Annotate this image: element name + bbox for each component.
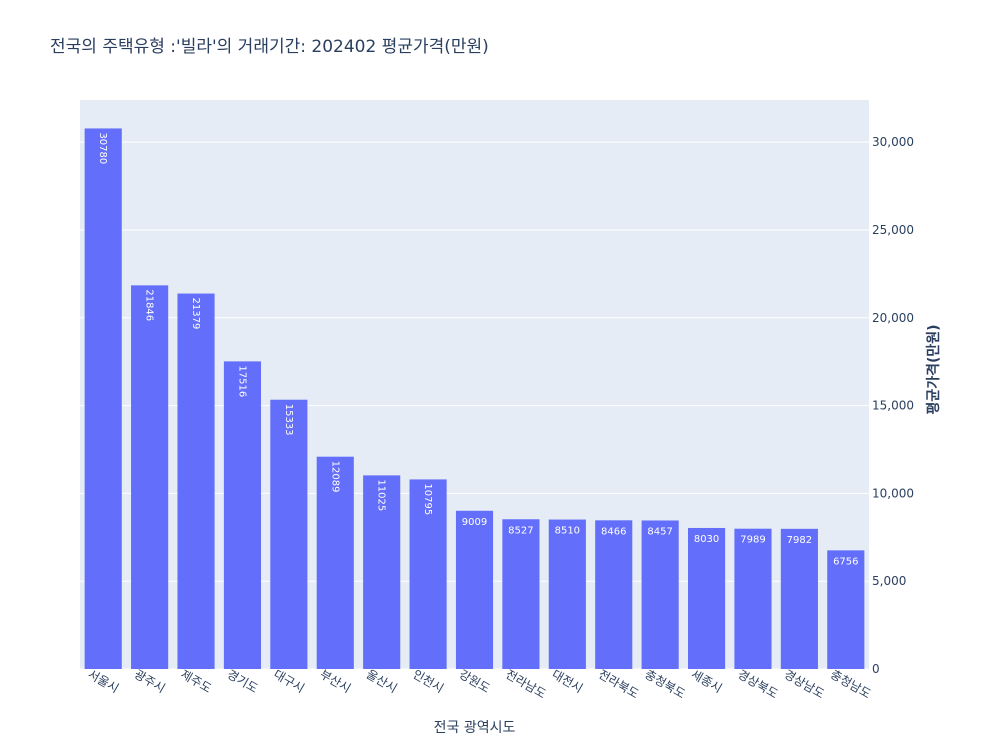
y-tick-label: 20,000 <box>872 311 914 325</box>
bar-value-label: 17516 <box>236 365 247 397</box>
x-tick-label: 경기도 <box>225 667 261 696</box>
x-tick-label: 서울시 <box>85 667 121 696</box>
bar <box>780 528 818 669</box>
x-tick-label: 제주도 <box>178 667 214 696</box>
bar <box>595 520 633 669</box>
x-tick-label: 세종시 <box>689 667 725 696</box>
bar <box>316 456 354 669</box>
y-tick-label: 10,000 <box>872 486 914 500</box>
x-tick-label: 울산시 <box>364 667 400 696</box>
bar-value-label: 12089 <box>329 461 340 493</box>
bar <box>131 285 169 669</box>
bar <box>455 510 494 669</box>
bar-value-label: 21379 <box>190 298 201 330</box>
bar-value-label: 6756 <box>833 556 858 567</box>
bar-value-label: 21846 <box>144 289 155 321</box>
bar <box>502 519 540 669</box>
chart-title: 전국의 주택유형 :'빌라'의 거래기간: 202402 평균가격(만원) <box>50 37 489 57</box>
x-tick-label: 부산시 <box>318 667 354 696</box>
bar-value-label: 9009 <box>462 517 487 528</box>
bar <box>270 399 308 669</box>
x-axis-ticks: 서울시 광주시 제주도 경기도 대구시 부산시 울산시 인천시 강원도 전라남도 대전시 전라북도 충청… <box>85 666 873 701</box>
bar <box>687 527 726 669</box>
bar <box>363 475 401 669</box>
bar-value-label: 11025 <box>376 479 387 511</box>
bar-value-label: 10795 <box>422 483 433 515</box>
y-axis-title: 평균가격(만원) <box>925 324 942 414</box>
y-tick-label: 5,000 <box>872 574 906 588</box>
bar <box>548 519 586 669</box>
x-axis-title: 전국 광역시도 <box>434 720 516 736</box>
y-tick-label: 15,000 <box>872 399 914 413</box>
bar-value-label: 30780 <box>97 132 108 164</box>
x-tick-label: 전라남도 <box>503 667 548 701</box>
x-tick-label: 대전시 <box>550 667 586 696</box>
x-tick-label: 강원도 <box>457 667 493 696</box>
bar <box>827 550 865 669</box>
y-tick-label: 0 <box>872 662 880 676</box>
bar <box>84 128 122 669</box>
y-axis-ticks: 0 5,000 10,000 15,000 20,000 25,000 30,000 <box>872 135 914 676</box>
bar-value-label: 15333 <box>283 404 294 436</box>
bar <box>641 520 679 669</box>
bar-value-label: 7982 <box>787 535 812 546</box>
bars: 30780 21846 21379 17516 15333 12089 11025 10795… <box>84 128 865 669</box>
x-tick-label: 충청북도 <box>642 667 687 701</box>
bar-value-label: 8466 <box>601 526 626 537</box>
x-tick-label: 인천시 <box>410 666 446 696</box>
x-tick-label: 대구시 <box>271 667 307 696</box>
x-tick-label: 경상북도 <box>735 667 780 701</box>
bar-value-label: 8030 <box>694 534 719 545</box>
bar-value-label: 7989 <box>740 535 765 546</box>
x-tick-label: 전라북도 <box>596 667 641 701</box>
bar <box>177 293 215 669</box>
bar <box>223 361 262 669</box>
bar <box>409 479 447 669</box>
bar-value-label: 8457 <box>647 526 672 537</box>
x-tick-label: 충청남도 <box>828 667 873 701</box>
y-tick-label: 30,000 <box>872 135 914 149</box>
bar-value-label: 8510 <box>555 526 580 537</box>
x-tick-label: 광주시 <box>132 667 168 696</box>
bar-value-label: 8527 <box>508 525 533 536</box>
x-tick-label: 경상남도 <box>782 667 827 701</box>
bar <box>734 528 772 669</box>
y-tick-label: 25,000 <box>872 223 914 237</box>
